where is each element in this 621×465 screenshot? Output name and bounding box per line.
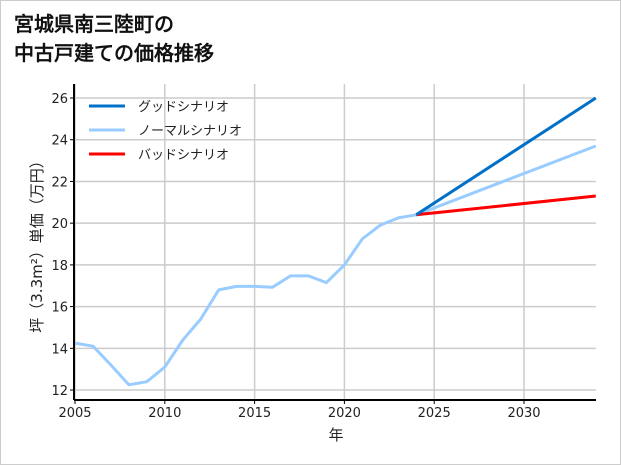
y-tick-label: 14: [51, 342, 68, 357]
x-axis-label: 年: [328, 426, 343, 444]
series-lines: [74, 96, 597, 387]
x-tick-label: 2020: [328, 406, 361, 421]
y-tick-label: 12: [51, 384, 68, 399]
legend-label: ノーマルシナリオ: [138, 124, 242, 139]
y-tick-label: 24: [51, 134, 68, 149]
y-tick-label: 22: [51, 175, 68, 190]
x-tick-label: 2025: [418, 406, 451, 421]
x-tick-label: 2005: [58, 406, 91, 421]
axes: 2005 2010 2015 2020 2025 2030 12 14 16 18 20 22 24 26: [51, 84, 596, 421]
series-line-0: [415, 96, 597, 217]
x-tick-label: 2015: [238, 406, 271, 421]
x-tick-label: 2010: [148, 406, 181, 421]
title-line-2: 中古戸建ての価格推移: [14, 41, 214, 65]
grid: [74, 84, 596, 400]
y-tick-label: 20: [51, 217, 68, 232]
y-tick-label: 16: [51, 301, 68, 316]
y-tick-label: 26: [51, 92, 68, 107]
legend-label: バッドシナリオ: [138, 148, 229, 163]
y-axis-label: 坪（3.3m²）単価（万円）: [28, 153, 46, 332]
x-tick-label: 2030: [507, 406, 540, 421]
title-line-1: 宮城県南三陸町の: [14, 12, 174, 36]
chart-title: 宮城県南三陸町の 中古戸建ての価格推移: [14, 10, 214, 68]
legend-label: グッドシナリオ: [138, 100, 229, 115]
series-line-2: [416, 194, 596, 217]
y-tick-label: 18: [51, 259, 68, 274]
series-line-1: [74, 144, 597, 387]
